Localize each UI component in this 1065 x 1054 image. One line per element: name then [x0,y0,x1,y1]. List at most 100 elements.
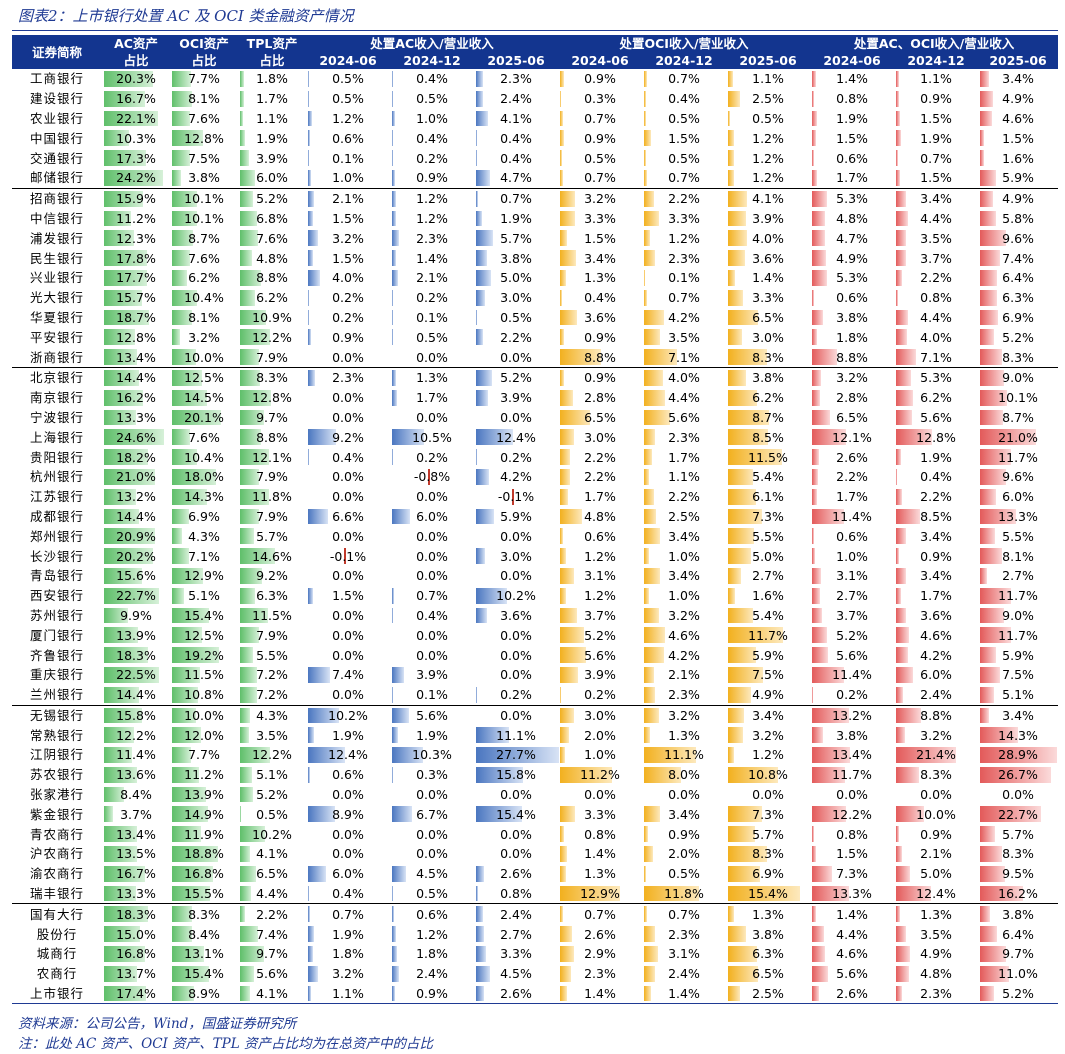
value-cell: 28.9% [978,745,1058,765]
cell-value: 5.5% [752,528,784,544]
data-bar [476,130,478,147]
data-bar [896,508,920,525]
cell-value: 1.6% [752,588,784,604]
value-cell: 1.2% [390,209,474,229]
value-cell: 3.7% [102,804,170,824]
value-cell: 0.0% [894,785,978,805]
cell-value: 2.0% [668,846,700,862]
cell-value: 1.5% [332,250,364,266]
data-bar [896,707,921,724]
value-cell: 4.2% [474,467,558,487]
data-bar [980,90,994,107]
cell-value: 2.3% [920,986,952,1002]
value-cell: 10.1% [170,209,238,229]
data-bar [476,289,485,306]
table-row: 青岛银行 15.6% 12.9% 9.2% 0.0% 0.0% 0.0% 3.1% 3.4% 2.… [12,566,1058,586]
bank-name-cell: 浦发银行 [29,230,84,246]
value-cell: 1.6% [978,148,1058,168]
cell-value: 2.3% [668,687,700,703]
data-bar [308,269,320,286]
value-cell: 5.7% [474,228,558,248]
cell-value: 16.8% [116,946,156,962]
value-cell: 5.7% [978,824,1058,844]
value-cell: 1.1% [238,109,306,129]
value-cell: 0.0% [390,625,474,645]
cell-value: 3.7% [920,250,952,266]
value-cell: 13.4% [810,745,894,765]
cell-value: 1.0% [332,170,364,186]
cell-value: 3.2% [668,707,700,723]
cell-value: 0.4% [920,469,952,485]
cell-value: 5.3% [836,270,868,286]
cell-value: 11.7% [998,588,1038,604]
value-cell: 27.7% [474,745,560,765]
data-bar [896,747,956,763]
data-bar [240,289,256,306]
data-bar [728,707,744,724]
cell-value: 3.9% [584,667,616,683]
cell-value: 12.2% [252,747,292,763]
cell-value: 5.9% [752,647,784,663]
value-cell: 2.5% [726,89,810,109]
cell-value: 8.5% [920,508,952,524]
value-cell: 5.1% [978,685,1058,705]
cell-value: 6.0% [332,866,364,882]
data-bar [172,130,204,147]
cell-value: 7.9% [256,349,288,365]
data-bar [240,766,253,783]
data-bar [812,349,837,365]
data-bar [560,766,613,783]
cell-value: 5.7% [1002,826,1034,842]
value-cell: 13.3% [102,884,170,904]
value-cell: 6.5% [726,964,810,984]
value-cell: 22.1% [102,109,170,129]
value-cell: 7.6% [170,248,238,268]
data-bar [980,210,996,227]
value-cell: 0.6% [558,526,642,546]
cell-value: 11.5% [184,667,224,683]
data-bar [644,567,660,584]
value-cell: 3.0% [474,546,558,566]
cell-value: 8.8% [584,349,616,365]
cell-value: 0.0% [332,787,364,803]
cell-value: 11.0% [998,966,1038,982]
data-bar [728,666,763,683]
cell-value: 0.8% [836,826,868,842]
value-cell: 0.6% [810,526,894,546]
value-cell: 1.4% [558,844,642,864]
data-bar [560,926,573,943]
data-bar [896,250,907,266]
value-cell: 5.0% [474,268,558,288]
cell-value: 1.2% [416,210,448,226]
value-cell: 13.3% [102,408,170,428]
data-bar [728,965,759,982]
cell-value: 1.9% [920,449,952,465]
cell-value: 9.0% [1002,370,1034,386]
data-bar [104,885,137,902]
cell-value: 7.4% [256,926,288,942]
value-cell: 17.3% [102,148,170,168]
data-bar [728,747,734,763]
data-bar [812,607,823,624]
bank-name-cell: 兰州银行 [29,687,84,703]
cell-value: 0.2% [416,449,448,465]
cell-value: 15.0% [116,926,156,942]
value-cell: 2.4% [390,964,474,984]
cell-value: 0.7% [416,588,448,604]
cell-value: 7.6% [188,110,220,126]
value-cell: 11.1% [474,725,558,745]
bank-name-cell: 成都银行 [29,508,84,524]
data-bar [980,508,1016,525]
cell-value: 15.8% [116,707,156,723]
data-bar [980,169,996,186]
cell-value: 6.5% [584,409,616,425]
value-cell: 5.6% [238,964,306,984]
cell-value: 11.9% [184,826,224,842]
data-bar [896,806,925,823]
value-cell: 0.5% [238,804,306,824]
data-bar [240,846,250,862]
cell-value: 2.2% [920,489,952,505]
data-bar [728,389,757,406]
data-bar [240,309,267,326]
data-bar [104,627,138,644]
